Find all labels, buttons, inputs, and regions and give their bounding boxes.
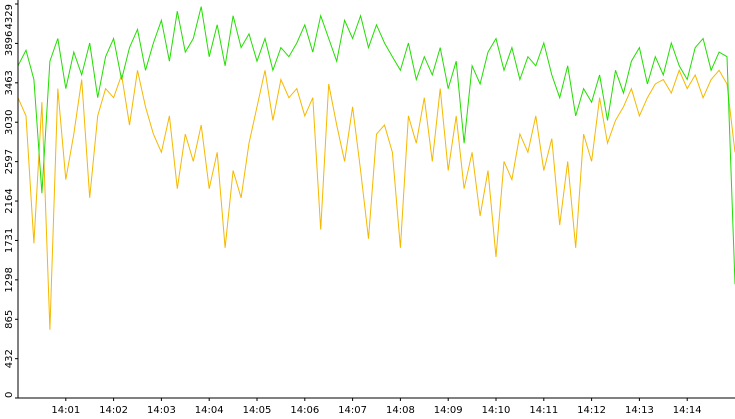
x-tick-label: 14:14 [673, 405, 702, 415]
x-tick-label: 14:01 [51, 405, 80, 415]
y-tick-label: 4329 [4, 4, 15, 29]
x-tick-label: 14:11 [529, 405, 558, 415]
x-tick-label: 14:06 [290, 405, 319, 415]
x-tick-label: 14:03 [147, 405, 176, 415]
x-tick-label: 14:12 [577, 405, 606, 415]
x-tick-label: 14:02 [99, 405, 128, 415]
y-tick-label: 2597 [4, 149, 15, 174]
series-line [17, 6, 735, 285]
y-tick-label: 3463 [4, 70, 15, 95]
x-tick-label: 14:05 [243, 405, 272, 415]
x-tick-label: 14:13 [625, 405, 654, 415]
y-tick-label: 3896 [4, 31, 15, 56]
x-tick-label: 14:09 [434, 405, 463, 415]
y-tick-label: 1298 [4, 267, 15, 292]
x-tick-label: 14:10 [482, 405, 511, 415]
x-tick-label: 14:04 [195, 405, 224, 415]
y-tick-label: 865 [4, 310, 15, 329]
x-tick-label: 14:07 [338, 405, 367, 415]
y-tick-label: 3030 [4, 110, 15, 135]
x-tick-label: 14:08 [386, 405, 415, 415]
y-tick-label: 1731 [4, 228, 15, 253]
y-tick-label: 2164 [4, 188, 15, 213]
series-line [17, 68, 735, 330]
y-tick-label: 432 [4, 349, 15, 368]
y-tick-label: 0 [4, 392, 15, 398]
